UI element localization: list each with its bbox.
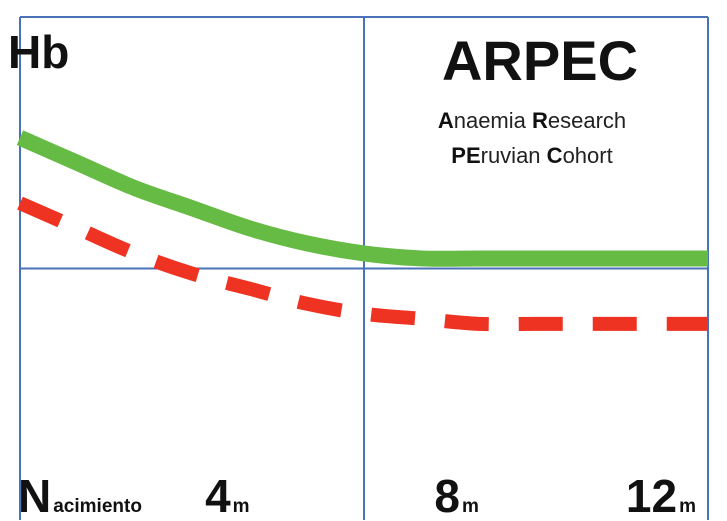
chart-subtitle-line-2: PEruvian Cohort bbox=[451, 143, 612, 168]
subtitle-part-1-2: C bbox=[547, 143, 563, 168]
subtitle-part-1-0: PE bbox=[451, 143, 480, 168]
subtitle-part-0-2: R bbox=[532, 108, 548, 133]
grid bbox=[19, 16, 709, 520]
x-tick-label-1-main: 4 bbox=[205, 470, 231, 521]
subtitle-part-0-3: esearch bbox=[548, 108, 626, 133]
subtitle-part-1-3: ohort bbox=[563, 143, 613, 168]
subtitle-part-1-1: ruvian bbox=[481, 143, 547, 168]
series-line-1-dashed bbox=[17, 196, 708, 332]
y-axis-label: Hb bbox=[8, 26, 69, 78]
x-tick-label-0-suffix: acimiento bbox=[53, 496, 142, 517]
subtitle-part-0-0: A bbox=[438, 108, 454, 133]
x-tick-label-2-suffix: m bbox=[462, 496, 479, 517]
chart-subtitle-line-1: Anaemia Research bbox=[438, 108, 626, 133]
x-tick-label-3-suffix: m bbox=[679, 496, 696, 517]
x-tick-label-3: 12 m bbox=[626, 470, 696, 521]
x-tick-label-2-main: 8 bbox=[434, 470, 460, 521]
chart-title: ARPEC bbox=[442, 29, 638, 92]
x-tick-label-1-suffix: m bbox=[233, 496, 250, 517]
x-tick-label-0-main: N bbox=[18, 470, 51, 521]
series-lines bbox=[16, 130, 708, 332]
subtitle-part-0-1: naemia bbox=[454, 108, 532, 133]
series-line-0-solid bbox=[16, 130, 708, 267]
x-tick-label-3-main: 12 bbox=[626, 470, 677, 521]
